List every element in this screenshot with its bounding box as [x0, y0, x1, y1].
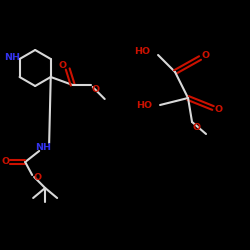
- Text: O: O: [33, 172, 41, 182]
- Text: O: O: [92, 86, 100, 94]
- Text: O: O: [193, 122, 201, 132]
- Text: HO: HO: [134, 48, 150, 56]
- Text: HO: HO: [136, 100, 152, 110]
- Text: NH: NH: [35, 144, 51, 152]
- Text: O: O: [202, 50, 210, 59]
- Text: NH: NH: [4, 52, 20, 62]
- Text: O: O: [215, 104, 223, 114]
- Text: O: O: [1, 158, 9, 166]
- Text: O: O: [59, 62, 67, 70]
